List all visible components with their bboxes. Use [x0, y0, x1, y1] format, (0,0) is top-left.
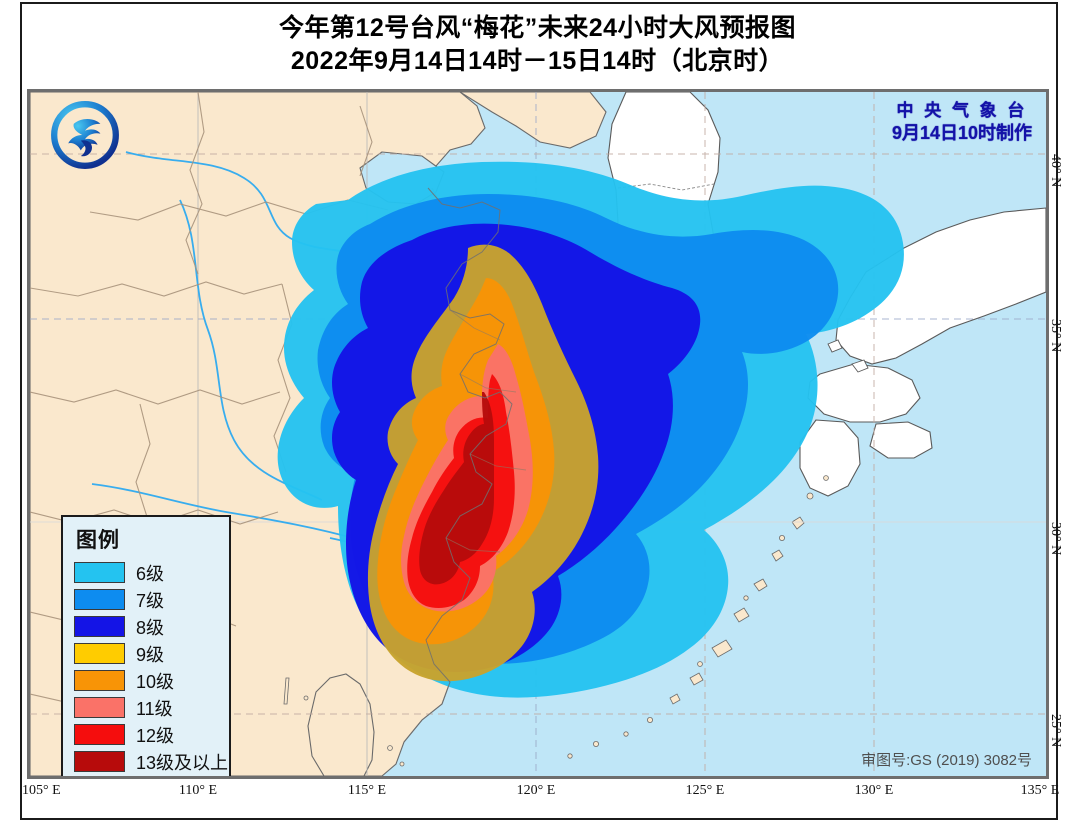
- agency-name: 中 央 气 象 台: [896, 101, 1028, 120]
- legend-item-13: 13级及以上: [74, 748, 228, 775]
- legend: 图例 6级 7级 8级 9级: [61, 515, 231, 776]
- legend-title: 图例: [76, 529, 120, 552]
- map-approval-number: 审图号:GS (2019) 3082号: [861, 752, 1032, 769]
- lat-tick-3: 25° N: [1048, 714, 1063, 748]
- title-line-2: 2022年9月14日14时－15日14时（北京时）: [290, 47, 785, 75]
- legend-swatch-12: [74, 724, 125, 745]
- land-japan-kyushu: [799, 419, 861, 497]
- legend-label-9: 9级: [136, 644, 165, 665]
- legend-label-11: 11级: [136, 698, 173, 719]
- strait-islets: [283, 677, 309, 705]
- legend-swatch-13: [74, 751, 125, 772]
- lon-tick-0: 105° E: [22, 783, 61, 798]
- lat-tick-2: 30° N: [1048, 522, 1063, 556]
- lon-tick-6: 135° E: [1020, 783, 1060, 798]
- legend-label-13: 13级及以上: [136, 752, 229, 773]
- legend-swatch-7: [74, 589, 125, 610]
- legend-item-9: 9级: [74, 640, 220, 667]
- agency-issue-time: 9月14日10时制作: [891, 123, 1032, 144]
- legend-item-11: 11级: [74, 694, 220, 721]
- legend-label-7: 7级: [136, 590, 165, 611]
- legend-label-8: 8级: [136, 617, 165, 638]
- lat-tick-1: 35° N: [1048, 319, 1063, 353]
- legend-item-7: 7级: [74, 586, 220, 613]
- title-line-1: 今年第12号台风“梅花”未来24小时大风预报图: [278, 14, 797, 42]
- legend-swatch-10: [74, 670, 125, 691]
- legend-label-6: 6级: [136, 563, 165, 584]
- legend-item-6: 6级: [74, 559, 220, 586]
- map-canvas[interactable]: 中 央 气 象 台 9月14日10时制作 审图号:GS (2019) 3082号…: [30, 92, 1046, 776]
- agency-stamp: 中 央 气 象 台 9月14日10时制作: [892, 100, 1032, 145]
- legend-label-10: 10级: [136, 671, 175, 692]
- land-japan-shikoku: [869, 421, 933, 459]
- ryukyu-islands: [567, 475, 829, 759]
- korea-dmz-line: [617, 183, 715, 191]
- legend-item-12: 12级: [74, 721, 220, 748]
- legend-label-12: 12级: [136, 725, 175, 746]
- legend-item-10: 10级: [74, 667, 220, 694]
- legend-item-8: 8级: [74, 613, 220, 640]
- lon-tick-4: 125° E: [685, 783, 725, 798]
- lon-tick-1: 110° E: [178, 783, 218, 798]
- lon-tick-5: 130° E: [854, 783, 894, 798]
- lat-tick-0: 40° N: [1048, 154, 1063, 188]
- legend-swatch-8: [74, 616, 125, 637]
- liaodong-coast: [458, 92, 607, 149]
- coastline-overlay: [403, 187, 513, 743]
- lon-tick-2: 115° E: [347, 783, 387, 798]
- wind-contour-13: [419, 392, 494, 585]
- inland-borders-overlay: [445, 309, 527, 553]
- land-taiwan: [307, 673, 375, 776]
- legend-swatch-11: [74, 697, 125, 718]
- land-japan-honshu: [835, 207, 1046, 365]
- south-islets: [387, 745, 405, 767]
- map-panel[interactable]: 中 央 气 象 台 9月14日10时制作 审图号:GS (2019) 3082号…: [27, 89, 1049, 779]
- legend-swatch-6: [74, 562, 125, 583]
- japan-islet-1: [851, 359, 869, 373]
- page-title: 今年第12号台风“梅花”未来24小时大风预报图 2022年9月14日14时－15…: [0, 12, 1075, 78]
- legend-swatch-9: [74, 643, 125, 664]
- lon-tick-3: 120° E: [516, 783, 556, 798]
- japan-islet-2: [827, 339, 843, 353]
